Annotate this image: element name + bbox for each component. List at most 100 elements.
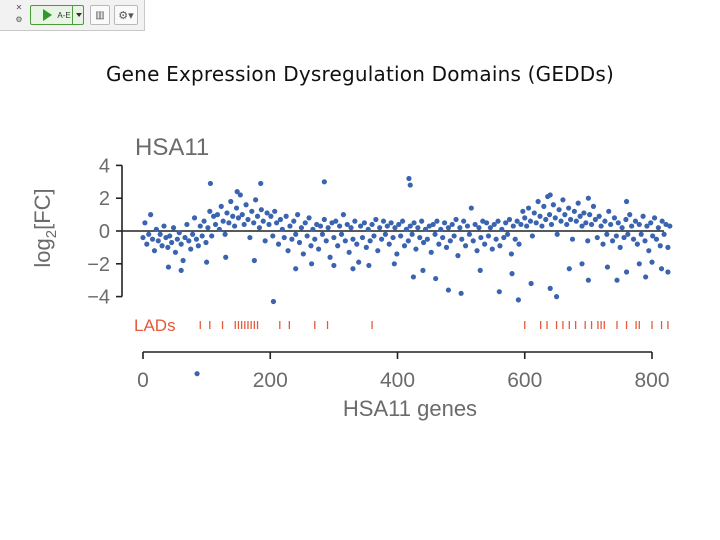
settings-small-icon[interactable]: ⚙ (15, 15, 23, 24)
data-point (553, 294, 560, 300)
data-point (627, 212, 633, 218)
data-point (501, 234, 507, 241)
data-point (629, 223, 635, 229)
data-point (275, 241, 282, 247)
data-point (309, 261, 315, 267)
data-point (182, 234, 188, 241)
lads-track-label: LADs (134, 316, 176, 335)
data-point (653, 236, 660, 242)
data-point (253, 197, 259, 203)
data-point (420, 267, 426, 273)
data-point (272, 208, 278, 214)
data-point (287, 223, 293, 229)
data-point (499, 226, 505, 232)
data-point (602, 218, 608, 224)
data-point (432, 231, 438, 237)
data-point (623, 216, 629, 223)
data-point (338, 231, 345, 237)
data-point (316, 246, 322, 252)
toolbar: ✕ ⚙ A-E ▥ ⚙▾ (0, 0, 145, 31)
data-point (552, 215, 558, 221)
close-icon[interactable]: ✕ (15, 3, 23, 12)
data-point (445, 287, 451, 293)
data-point (485, 233, 492, 239)
data-point (579, 223, 585, 229)
data-point (650, 233, 656, 239)
data-point (613, 233, 619, 239)
chart-title: HSA11 (135, 134, 209, 161)
data-point (649, 259, 655, 265)
data-point (283, 213, 289, 219)
run-button[interactable]: A-E (30, 5, 84, 25)
play-icon (43, 9, 53, 21)
data-point (245, 216, 251, 223)
data-point (497, 243, 503, 249)
data-point (256, 225, 263, 231)
data-point (594, 234, 600, 241)
data-point (470, 238, 476, 244)
data-point (251, 220, 257, 226)
data-point (268, 213, 274, 219)
data-point (642, 238, 648, 244)
data-point (369, 221, 375, 228)
data-point (564, 221, 570, 228)
data-point (606, 208, 612, 214)
data-point (401, 243, 408, 249)
y-tick-label: 4 (99, 155, 110, 177)
x-tick-label: 0 (137, 369, 149, 392)
data-point (489, 246, 495, 252)
data-point (468, 205, 474, 211)
data-point (646, 248, 652, 254)
data-point (151, 248, 158, 254)
data-point (472, 221, 478, 228)
data-point (623, 269, 630, 275)
data-point (590, 203, 597, 209)
data-point (566, 266, 572, 272)
bar-chart-icon: ▥ (95, 9, 105, 21)
data-point (571, 208, 577, 214)
x-tick-label: 600 (507, 369, 542, 392)
data-point (310, 226, 316, 232)
data-point (399, 218, 406, 224)
data-point (581, 210, 587, 216)
data-point (279, 226, 285, 232)
data-point (350, 266, 356, 272)
data-point (359, 234, 366, 241)
data-point (146, 231, 152, 237)
data-point (386, 241, 392, 247)
data-point (583, 220, 589, 226)
data-point (455, 253, 461, 259)
data-point (503, 220, 509, 226)
data-point (506, 216, 513, 223)
data-point (233, 205, 240, 211)
data-point (447, 238, 453, 244)
data-point (285, 248, 291, 254)
data-point (178, 267, 184, 273)
data-point (178, 241, 184, 247)
bar-chart-button[interactable]: ▥ (90, 5, 110, 25)
data-point (406, 175, 412, 182)
data-point (331, 262, 337, 269)
data-point (333, 218, 339, 224)
data-point (348, 225, 354, 231)
data-point (378, 236, 385, 242)
data-point (636, 261, 642, 267)
data-point (165, 264, 172, 270)
data-point (644, 223, 650, 229)
data-point (579, 261, 585, 267)
data-point (529, 233, 535, 239)
data-point (625, 231, 631, 237)
data-point (638, 231, 644, 237)
data-point (422, 226, 429, 232)
run-dropdown-button[interactable] (72, 5, 84, 25)
settings-menu-button[interactable]: ⚙▾ (114, 5, 138, 25)
data-point (428, 249, 434, 255)
data-point (436, 241, 442, 247)
data-point (325, 225, 331, 231)
data-point (596, 213, 602, 219)
data-point (592, 216, 598, 223)
data-point (203, 239, 209, 246)
data-point (262, 238, 268, 244)
data-point (433, 275, 439, 282)
data-point (547, 192, 553, 198)
